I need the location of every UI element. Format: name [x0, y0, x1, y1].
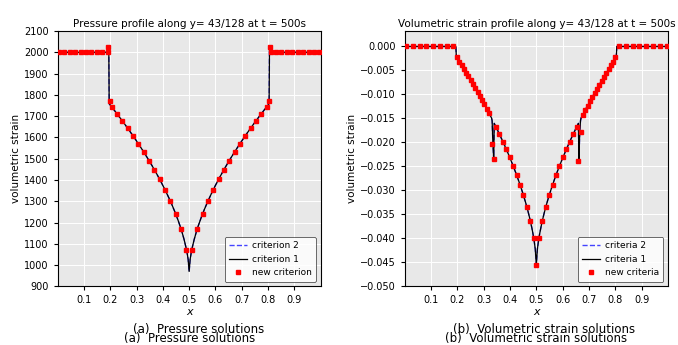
criteria 1 [554, 168, 562, 172]
criterion 2 [75, 50, 83, 55]
criterion 1 [250, 122, 258, 126]
criteria 2 [652, 45, 660, 49]
new criteria [662, 45, 671, 49]
criterion 2 [310, 50, 318, 55]
criteria 1 [652, 45, 660, 49]
Line: criterion 2: criterion 2 [58, 47, 321, 272]
criterion 2 [185, 269, 193, 274]
new criteria [595, 82, 603, 87]
criterion 2 [104, 45, 113, 49]
criterion 1 [197, 215, 205, 219]
criterion 2 [54, 50, 62, 55]
criterion 2 [250, 122, 258, 126]
new criteria [532, 263, 540, 267]
Line: new criterion: new criterion [57, 45, 321, 252]
Line: criteria 2: criteria 2 [405, 47, 668, 265]
Text: (a)  Pressure solutions: (a) Pressure solutions [133, 323, 264, 336]
criteria 1 [664, 45, 672, 49]
new criterion [104, 50, 112, 55]
new criteria [597, 79, 605, 83]
criteria 2 [506, 157, 515, 161]
criteria 2 [582, 107, 590, 111]
criterion 1 [156, 178, 164, 182]
criterion 1 [75, 50, 83, 55]
criteria 1 [510, 165, 518, 169]
criterion 2 [164, 194, 172, 198]
criterion 1 [317, 50, 325, 55]
criterion 1 [164, 194, 172, 198]
criteria 1 [452, 55, 460, 59]
X-axis label: x: x [186, 307, 193, 317]
criteria 2 [510, 165, 518, 169]
criterion 1 [310, 50, 318, 55]
criterion 2 [156, 178, 164, 182]
criterion 2 [197, 215, 205, 219]
new criterion [315, 50, 323, 55]
Line: new criteria: new criteria [404, 45, 669, 266]
new criteria [402, 45, 410, 49]
Title: Pressure profile along y= 43/128 at t = 500s: Pressure profile along y= 43/128 at t = … [73, 19, 306, 29]
Text: (b)  Volumetric strain solutions: (b) Volumetric strain solutions [454, 323, 635, 336]
new criterion [182, 248, 191, 252]
criteria 1 [401, 45, 409, 49]
Y-axis label: volumetric strain: volumetric strain [12, 114, 21, 203]
criterion 1 [54, 50, 62, 55]
new criterion [156, 177, 164, 181]
criterion 2 [317, 50, 325, 55]
new criterion [225, 158, 233, 162]
new criterion [247, 126, 255, 130]
X-axis label: x: x [533, 307, 540, 317]
criteria 1 [506, 157, 515, 161]
new criterion [55, 50, 63, 55]
criterion 1 [104, 45, 113, 49]
criteria 2 [532, 263, 540, 267]
criteria 2 [664, 45, 672, 49]
Legend: criterion 2, criterion 1, new criterion: criterion 2, criterion 1, new criterion [224, 237, 316, 282]
new criterion [220, 168, 228, 172]
Y-axis label: volumetric strain: volumetric strain [347, 114, 357, 203]
Title: Volumetric strain profile along y= 43/128 at t = 500s: Volumetric strain profile along y= 43/12… [397, 19, 675, 29]
Line: criterion 1: criterion 1 [58, 47, 321, 272]
criterion 1 [185, 269, 193, 274]
criteria 2 [401, 45, 409, 49]
new criteria [443, 45, 451, 49]
new criteria [615, 45, 623, 49]
Text: (b)  Volumetric strain solutions: (b) Volumetric strain solutions [445, 332, 627, 345]
Text: (a)  Pressure solutions: (a) Pressure solutions [123, 332, 255, 345]
new criterion [209, 188, 217, 192]
Legend: criteria 2, criteria 1, new criteria: criteria 2, criteria 1, new criteria [578, 237, 663, 282]
criteria 1 [582, 107, 590, 111]
criteria 2 [452, 55, 460, 59]
new criteria [602, 71, 610, 75]
new criterion [104, 45, 113, 49]
Line: criteria 1: criteria 1 [405, 47, 668, 265]
criteria 2 [554, 168, 562, 172]
criteria 1 [532, 263, 540, 267]
new criteria [591, 91, 599, 95]
